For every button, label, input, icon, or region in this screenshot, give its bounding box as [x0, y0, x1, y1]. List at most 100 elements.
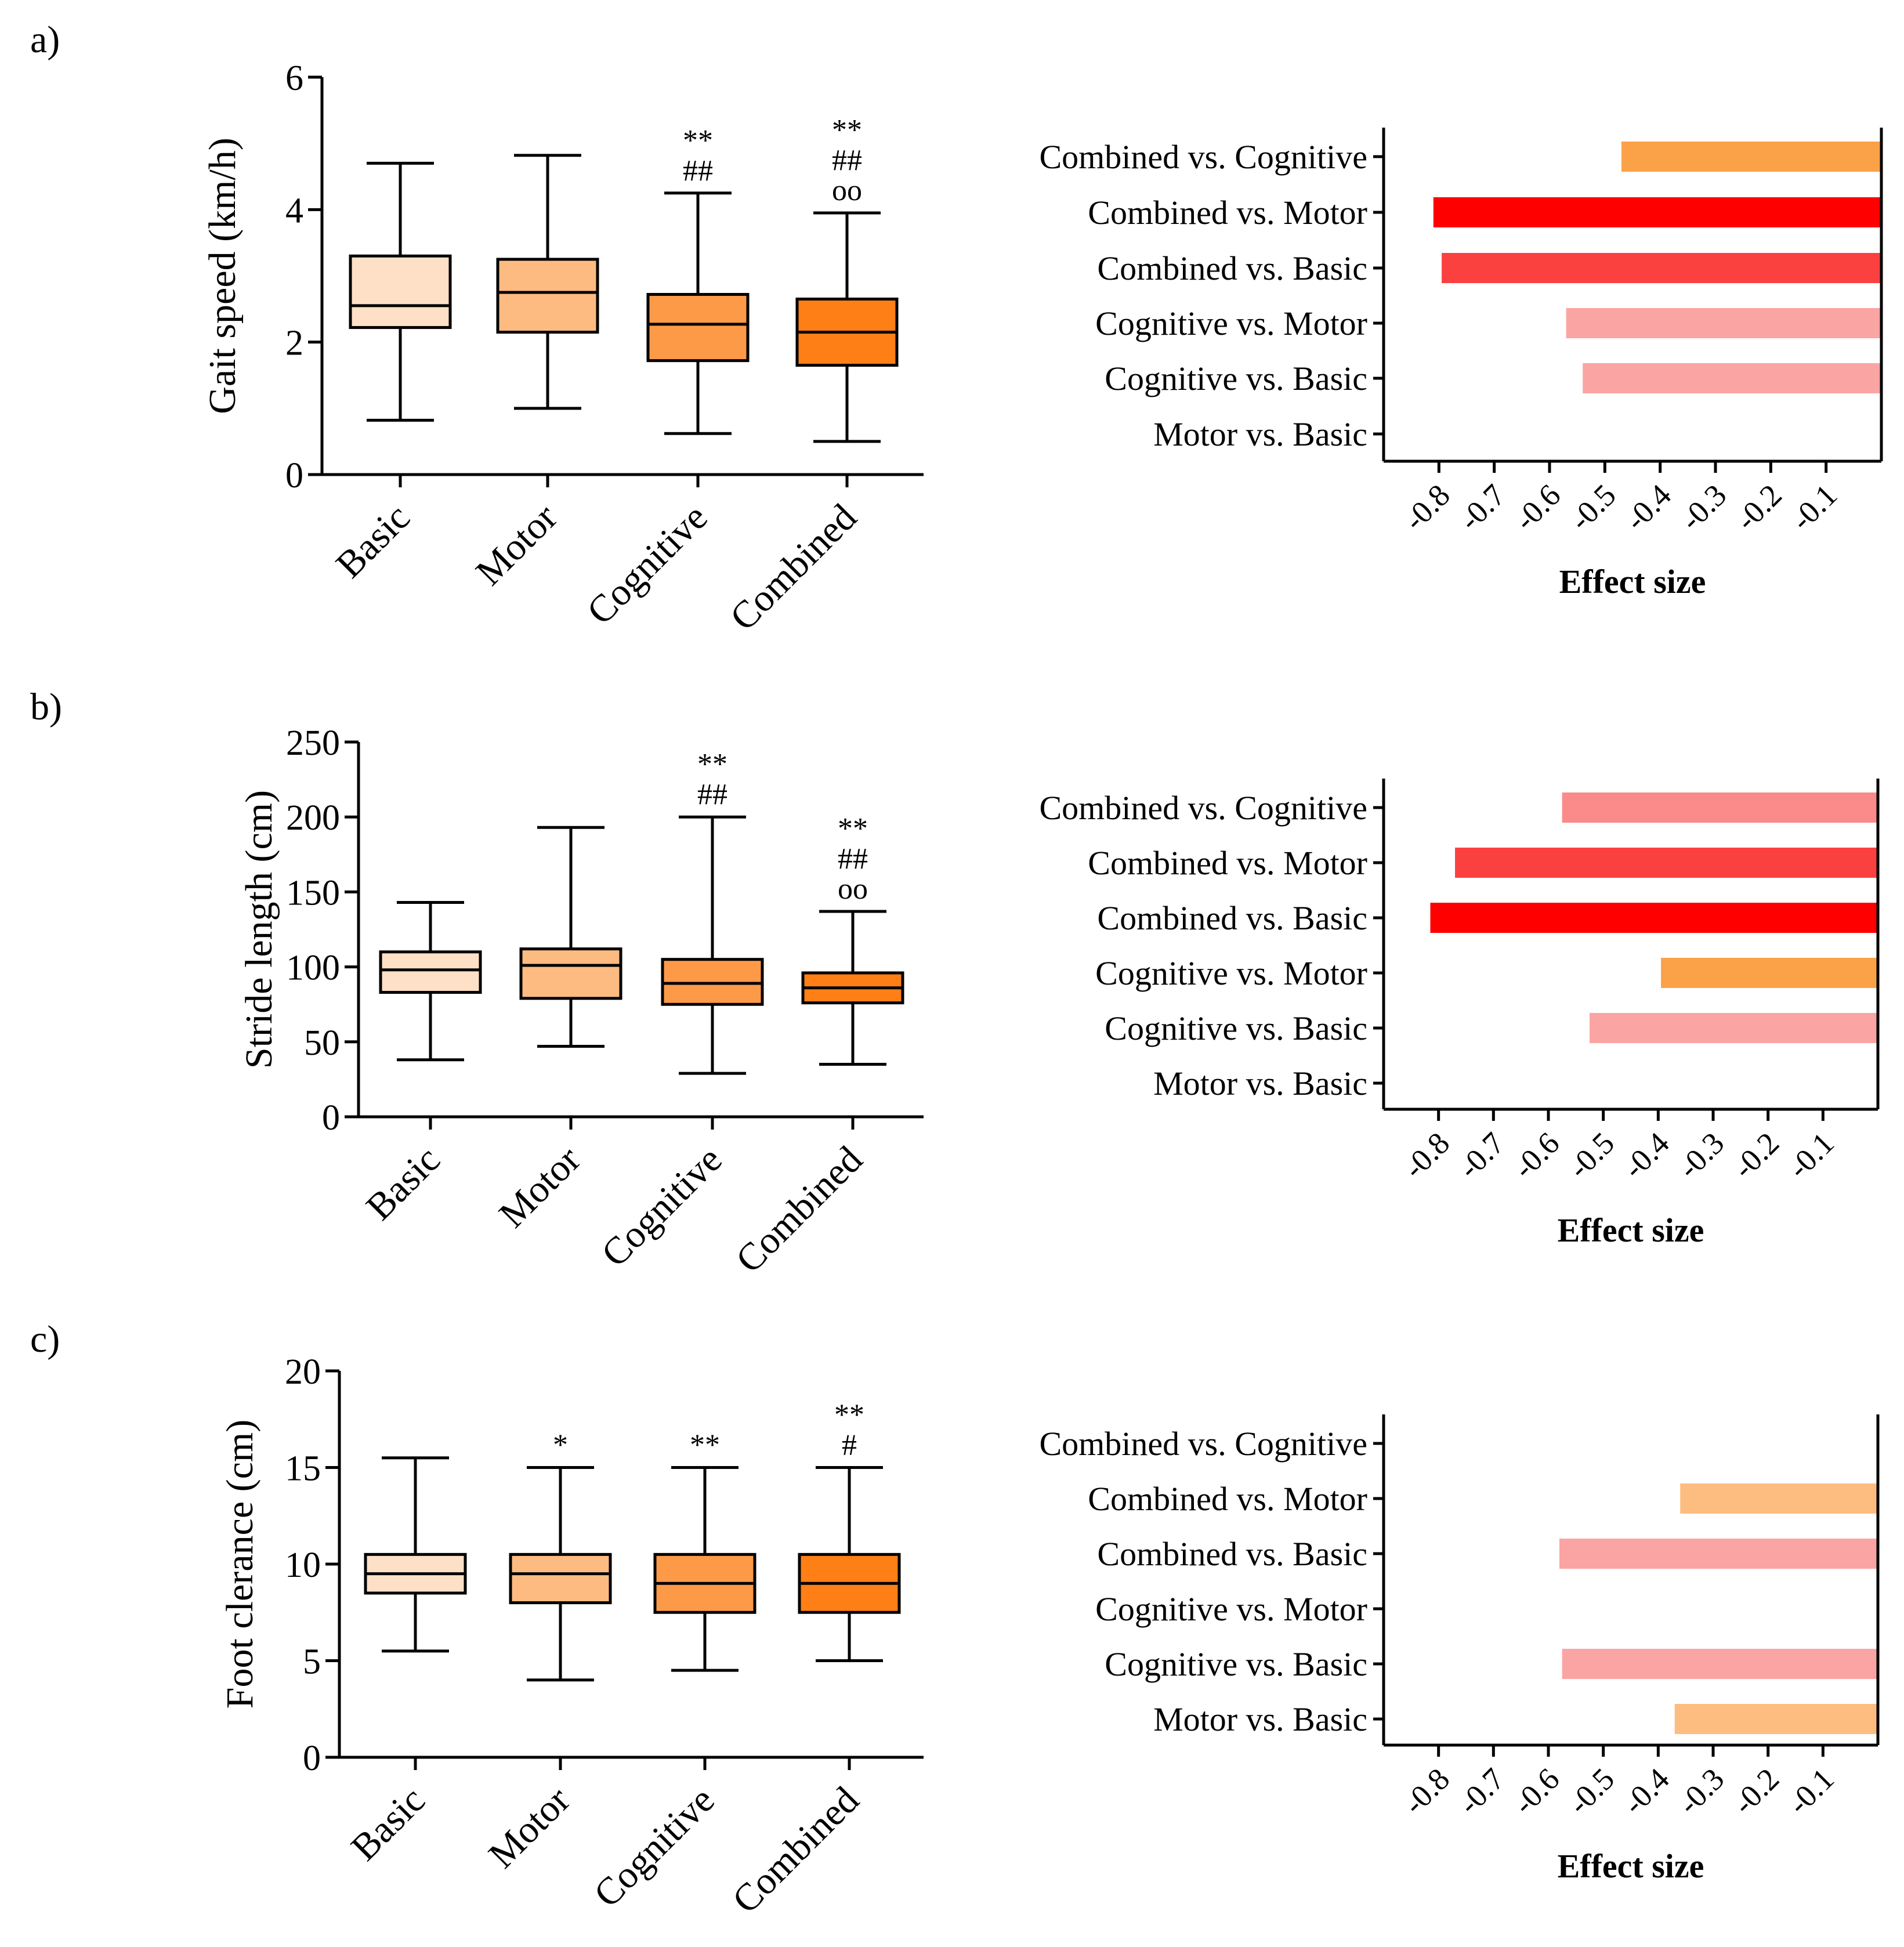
effect-size-panel-2: Combined vs. Cognitive Combined vs. Motor… [1040, 779, 1880, 1249]
comparison-label: Combined vs. Motor [1088, 1480, 1367, 1518]
x-tick-label: -0.1 [1784, 477, 1844, 537]
x-category-label: Motor [491, 1138, 588, 1236]
box-cognitive [661, 958, 764, 1006]
comparison-label: Cognitive vs. Motor [1095, 954, 1367, 992]
comparison-label: Combined vs. Motor [1088, 194, 1367, 231]
comparison-label: Combined vs. Cognitive [1040, 789, 1368, 827]
x-tick-label: -0.2 [1726, 1761, 1786, 1821]
effect-bar [1590, 1013, 1878, 1043]
comparison-label: Motor vs. Basic [1153, 1700, 1367, 1738]
x-tick-label: -0.7 [1452, 477, 1512, 537]
x-category-label: Cognitive [579, 496, 716, 633]
y-tick-label: 0 [303, 1739, 321, 1778]
significance-marker: # [842, 1429, 857, 1462]
significance-marker: oo [838, 873, 868, 906]
significance-marker: ## [697, 778, 727, 811]
x-category-label: Combined [728, 1138, 871, 1281]
x-tick-label: -0.1 [1781, 1126, 1841, 1185]
effect-bar [1562, 792, 1878, 823]
x-tick-label: -0.8 [1396, 1761, 1456, 1821]
effect-bar [1661, 958, 1878, 988]
x-tick-label: -0.2 [1729, 477, 1789, 537]
significance-marker: ## [683, 154, 713, 187]
comparison-label: Motor vs. Basic [1153, 415, 1367, 453]
comparison-label: Combined vs. Cognitive [1040, 138, 1368, 176]
y-tick-label: 150 [286, 873, 340, 913]
x-tick-label: -0.7 [1451, 1761, 1511, 1821]
x-tick-label: -0.4 [1618, 477, 1678, 537]
effect-bar [1583, 363, 1881, 393]
x-category-label: Basic [328, 496, 418, 586]
x-tick-label: -0.4 [1616, 1126, 1676, 1185]
boxplot-panel-3: 0 5 10 15 20 Foot clerance (cm) Basic Motor * Cog… [219, 1352, 924, 1921]
panel-label: c) [30, 1318, 60, 1360]
effect-bar [1674, 1704, 1878, 1734]
effect-bar [1562, 1649, 1878, 1679]
x-tick-label: -0.2 [1726, 1126, 1786, 1185]
y-axis-title: Gait speed (km/h) [201, 137, 244, 414]
effect-bar [1680, 1483, 1878, 1514]
comparison-label: Combined vs. Basic [1097, 899, 1367, 937]
x-tick-label: -0.4 [1616, 1761, 1676, 1821]
y-tick-label: 100 [286, 949, 340, 988]
effect-bar [1430, 903, 1878, 933]
comparison-label: Cognitive vs. Basic [1105, 360, 1367, 397]
box-cognitive [646, 292, 750, 363]
x-tick-label: -0.3 [1671, 1761, 1731, 1821]
significance-marker: ** [834, 1399, 864, 1432]
comparison-label: Motor vs. Basic [1153, 1065, 1367, 1102]
effect-bar [1621, 142, 1881, 172]
x-tick-label: -0.5 [1563, 477, 1623, 537]
y-tick-label: 4 [285, 191, 303, 230]
x-category-label: Basic [358, 1138, 448, 1228]
significance-marker: ** [683, 124, 713, 157]
comparison-label: Cognitive vs. Basic [1105, 1645, 1367, 1683]
x-category-label: Combined [725, 1779, 867, 1921]
y-tick-label: 20 [285, 1352, 321, 1392]
y-tick-label: 50 [304, 1023, 340, 1063]
x-tick-label: -0.3 [1674, 477, 1733, 537]
effect-bar [1566, 308, 1881, 338]
x-category-label: Cognitive [586, 1779, 723, 1916]
effect-bar [1442, 253, 1881, 283]
significance-marker: ## [832, 144, 862, 177]
y-tick-label: 200 [286, 798, 340, 838]
significance-marker: ** [832, 114, 862, 147]
effect-bar [1433, 197, 1881, 227]
boxplot-panel-1: 0 2 4 6 Gait speed (km/h) Basic Motor Cognitive… [201, 59, 924, 639]
y-tick-label: 5 [303, 1642, 321, 1682]
x-axis-title: Effect size [1559, 563, 1706, 600]
y-tick-label: 0 [322, 1098, 340, 1138]
y-tick-label: 2 [285, 324, 303, 363]
comparison-label: Cognitive vs. Motor [1095, 1590, 1367, 1628]
x-axis-title: Effect size [1558, 1847, 1704, 1885]
y-tick-label: 15 [285, 1449, 321, 1489]
x-category-label: Combined [722, 496, 865, 639]
x-tick-label: -0.6 [1508, 477, 1568, 537]
box-basic [379, 950, 482, 994]
x-tick-label: -0.8 [1397, 477, 1457, 537]
y-axis-title: Stride length (cm) [238, 790, 280, 1069]
effect-bar [1559, 1539, 1878, 1569]
comparison-label: Cognitive vs. Motor [1095, 305, 1367, 342]
significance-marker: ** [690, 1429, 720, 1462]
comparison-label: Combined vs. Basic [1097, 1535, 1367, 1573]
effect-size-panel-3: Combined vs. Cognitive Combined vs. Motor… [1040, 1414, 1880, 1885]
x-tick-label: -0.1 [1781, 1761, 1841, 1821]
comparison-label: Cognitive vs. Basic [1105, 1009, 1367, 1047]
comparison-label: Combined vs. Motor [1088, 844, 1367, 882]
significance-marker: * [553, 1429, 568, 1462]
x-tick-label: -0.6 [1507, 1126, 1566, 1185]
box-motor [509, 1552, 612, 1605]
significance-marker: ## [838, 842, 868, 875]
x-category-label: Cognitive [593, 1138, 730, 1275]
x-tick-label: -0.3 [1671, 1126, 1731, 1185]
significance-marker: oo [832, 174, 862, 207]
y-tick-label: 6 [285, 59, 303, 98]
x-category-label: Motor [468, 496, 565, 593]
significance-marker: ** [838, 812, 868, 845]
panel-label: b) [30, 686, 62, 728]
effect-size-panel-1: Combined vs. Cognitive Combined vs. Motor… [1040, 128, 1883, 600]
x-axis-title: Effect size [1558, 1211, 1704, 1249]
